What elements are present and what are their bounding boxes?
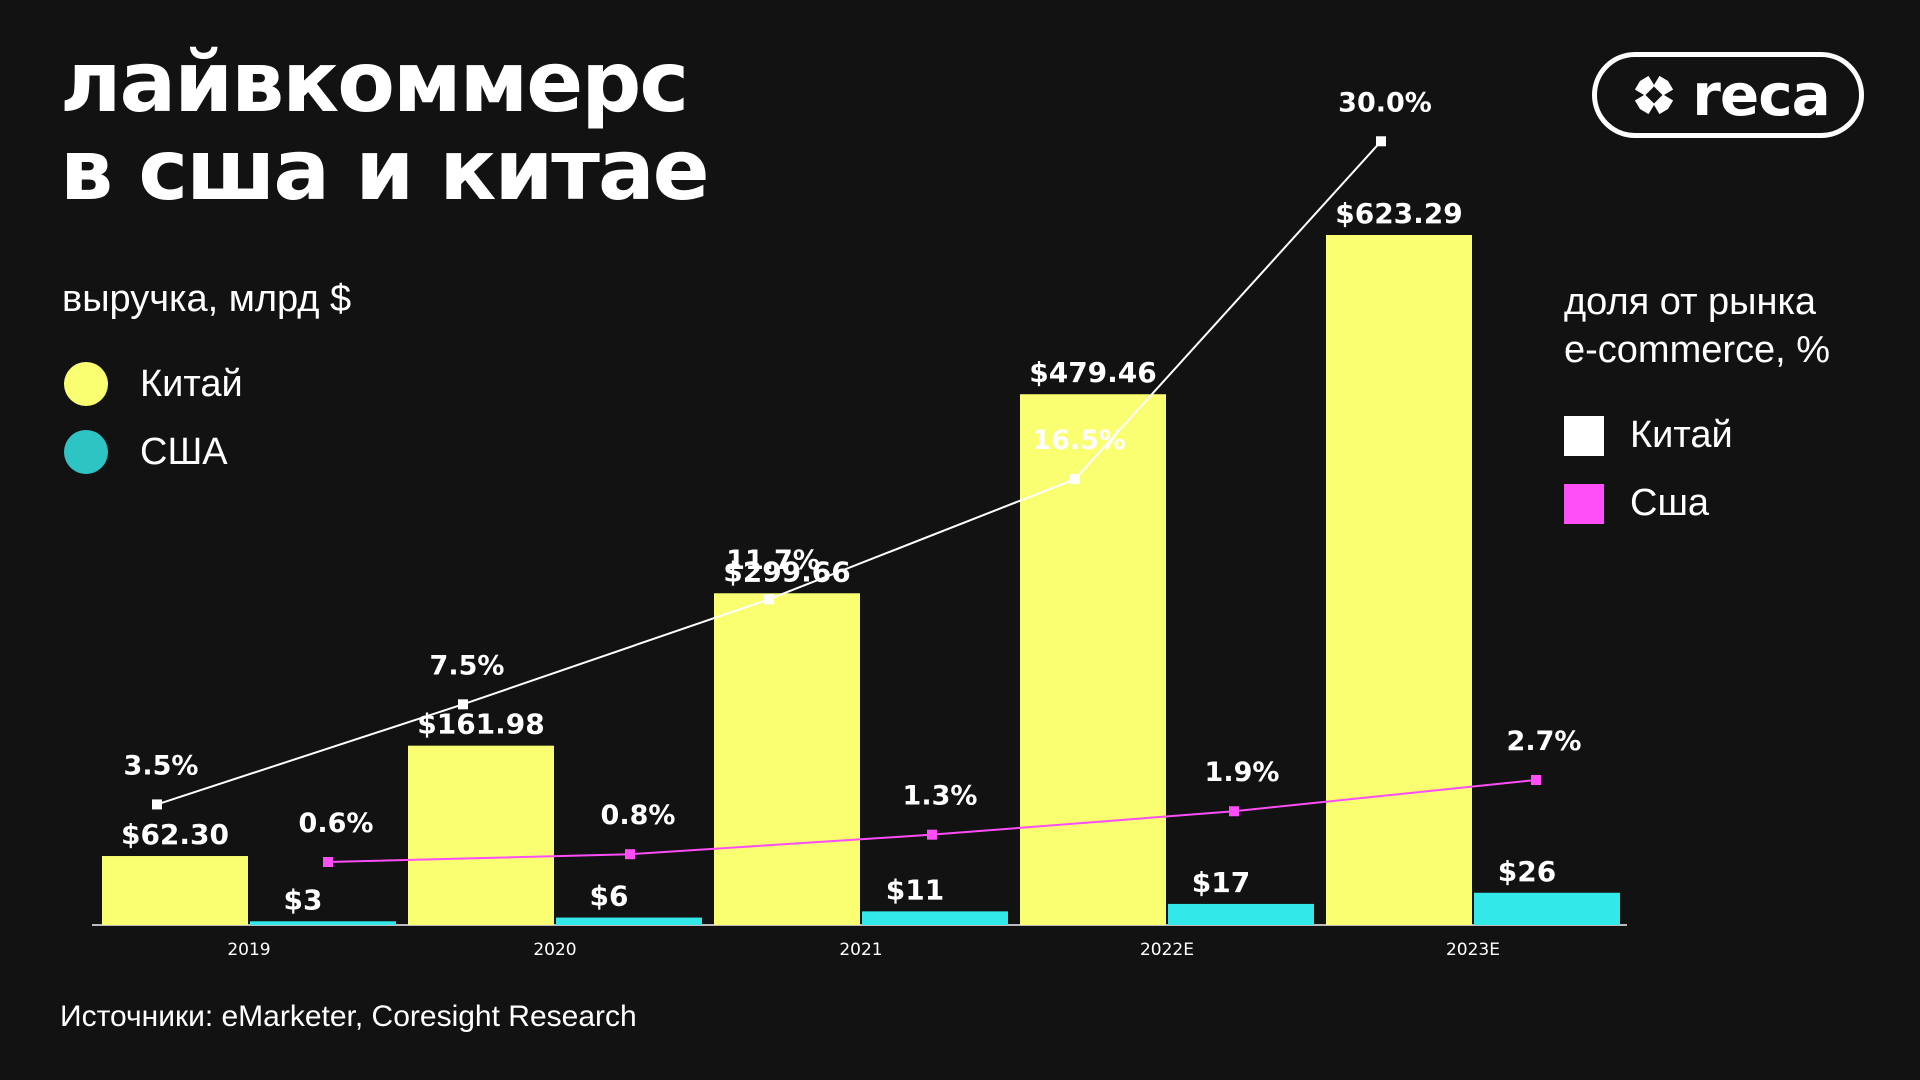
legend-swatch-usa (64, 430, 108, 474)
point-label-share-china-2020: 7.5% (430, 650, 505, 681)
bar-usa-2019 (250, 921, 396, 925)
reca-star-icon (1634, 75, 1675, 115)
bar-china-2021 (714, 593, 860, 925)
legend-label: Китай (1630, 414, 1733, 456)
reca-logo: reca (1592, 52, 1864, 138)
legend-swatch-usa-share (1564, 483, 1604, 524)
right-label-line-2: e-commerce, % (1564, 329, 1831, 371)
bar-label-china-2019: $62.30 (121, 818, 229, 851)
point-label-share-china-2019: 3.5% (124, 750, 199, 781)
point-label-share-china-2023E: 30.0% (1338, 87, 1432, 118)
title-line-2: в сша и китае (60, 121, 710, 219)
bar-label-china-2022E: $479.46 (1029, 356, 1157, 389)
point-label-share-usa-2023E: 2.7% (1507, 726, 1582, 757)
x-tick-label-2021: 2021 (839, 940, 882, 960)
point-share-china-2019 (152, 799, 162, 810)
x-tick-label-2023E: 2023E (1446, 940, 1500, 960)
legend-item-china-share: Китай (1564, 414, 1733, 457)
bar-china-2019 (102, 856, 248, 925)
right-label-line-1: доля от рынка (1564, 281, 1817, 323)
logo-text: reca (1692, 61, 1830, 129)
page-title: лайвкоммерс в сша и китае (60, 33, 710, 219)
legend-swatch-china-share (1564, 415, 1604, 456)
left-axis-label: выручка, млрд $ (62, 278, 352, 320)
bar-label-usa-2019: $3 (284, 883, 323, 916)
point-label-share-usa-2021: 1.3% (903, 781, 978, 812)
legend-label: Сша (1630, 482, 1710, 524)
bar-china-2020 (408, 745, 554, 925)
point-share-usa-2020 (625, 849, 635, 860)
point-share-china-2022E (1070, 474, 1080, 485)
point-share-china-2023E (1376, 136, 1386, 147)
bar-usa-2023E (1474, 892, 1620, 925)
x-tick-label-2019: 2019 (227, 940, 270, 960)
point-label-share-china-2021: 11.7% (726, 545, 820, 576)
point-share-usa-2023E (1531, 775, 1541, 785)
bar-label-china-2021: $299.66 (723, 555, 851, 588)
bar-usa-2020 (556, 917, 702, 925)
bar-label-china-2023E: $623.29 (1335, 197, 1463, 230)
title-line-1: лайвкоммерс (60, 33, 689, 131)
point-share-usa-2021 (927, 829, 937, 840)
point-label-share-usa-2020: 0.8% (601, 800, 676, 831)
legend-swatch-china (64, 362, 108, 406)
point-share-china-2021 (764, 594, 774, 605)
x-tick-label-2022E: 2022E (1140, 940, 1194, 960)
bar-label-usa-2023E: $26 (1498, 855, 1556, 888)
legend-label: Китай (140, 362, 243, 405)
point-share-usa-2019 (323, 857, 333, 867)
point-label-share-usa-2019: 0.6% (299, 808, 374, 839)
legend-item-china-revenue: Китай (64, 362, 243, 406)
right-axis-label: доля от рынка e-commerce, % (1564, 278, 1830, 374)
legend-item-usa-share: Сша (1564, 482, 1709, 525)
bar-china-2022E (1020, 394, 1166, 925)
bar-usa-2021 (862, 911, 1008, 925)
x-tick-label-2020: 2020 (533, 940, 576, 960)
bar-label-usa-2021: $11 (886, 873, 944, 906)
legend-label: США (140, 430, 228, 473)
bar-usa-2022E (1168, 903, 1314, 925)
point-label-share-usa-2022E: 1.9% (1205, 757, 1280, 788)
bar-label-usa-2020: $6 (590, 880, 629, 913)
bar-china-2023E (1326, 235, 1472, 925)
point-share-china-2020 (458, 699, 468, 710)
legend-item-usa-revenue: США (64, 430, 228, 474)
bar-label-usa-2022E: $17 (1192, 866, 1250, 899)
source-note: Источники: eMarketer, Coresight Research (60, 1000, 637, 1033)
point-share-usa-2022E (1229, 806, 1239, 817)
point-label-share-china-2022E: 16.5% (1032, 425, 1126, 456)
